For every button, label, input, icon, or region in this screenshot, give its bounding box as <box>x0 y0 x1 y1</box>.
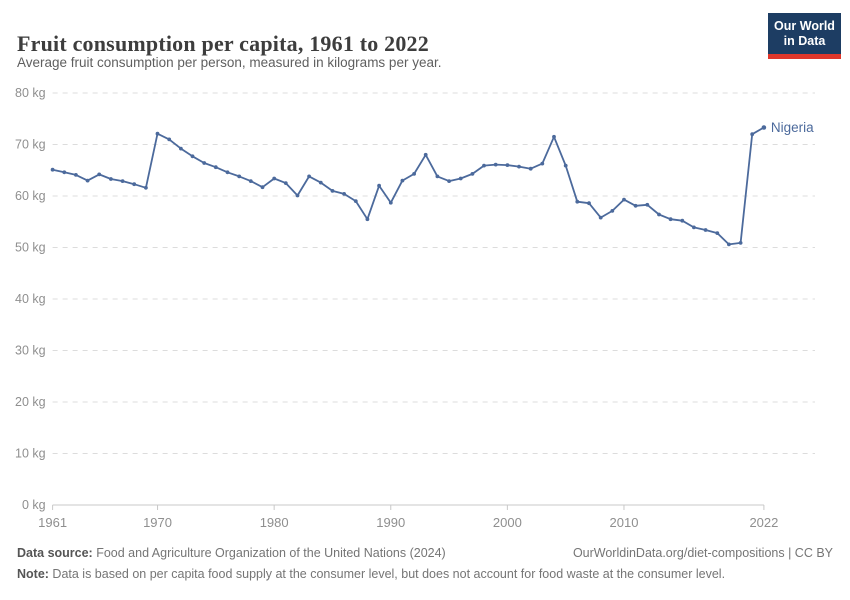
note-row: Note: Data is based on per capita food s… <box>17 567 833 581</box>
data-point[interactable] <box>703 228 708 232</box>
data-point[interactable] <box>237 174 242 179</box>
data-point[interactable] <box>109 177 113 181</box>
data-point[interactable] <box>552 134 556 139</box>
data-point[interactable] <box>365 217 370 222</box>
data-point[interactable] <box>563 163 568 168</box>
data-point[interactable] <box>213 165 218 170</box>
data-point[interactable] <box>598 215 603 220</box>
data-point[interactable] <box>505 163 510 168</box>
data-point[interactable] <box>248 179 253 184</box>
data-point[interactable] <box>190 154 195 159</box>
data-point[interactable] <box>738 241 743 245</box>
entity-label-nigeria[interactable]: Nigeria <box>771 120 814 135</box>
data-point[interactable] <box>74 173 78 177</box>
data-point[interactable] <box>645 202 650 207</box>
data-source-text: Food and Agriculture Organization of the… <box>92 546 446 560</box>
data-point[interactable] <box>179 146 183 151</box>
data-point[interactable] <box>62 170 67 175</box>
data-point[interactable] <box>202 161 207 165</box>
y-axis-tick-label: 40 kg <box>15 292 46 306</box>
data-point[interactable] <box>528 166 533 171</box>
data-point[interactable] <box>680 218 685 223</box>
data-point[interactable] <box>167 137 172 142</box>
data-point[interactable] <box>400 178 405 183</box>
data-point[interactable] <box>97 172 102 177</box>
owid-logo-line1: Our World <box>774 18 835 33</box>
x-axis-tick-label: 1990 <box>376 515 405 530</box>
x-axis-tick-label: 1961 <box>38 515 67 530</box>
y-axis-tick-label: 0 kg <box>22 498 46 512</box>
y-axis-tick-label: 20 kg <box>15 395 46 409</box>
data-point[interactable] <box>435 174 440 179</box>
note-text: Data is based on per capita food supply … <box>48 567 726 581</box>
data-point[interactable] <box>715 231 720 236</box>
y-axis-tick-label: 70 kg <box>15 138 46 152</box>
x-axis-tick-label: 1980 <box>260 515 289 530</box>
x-axis-tick-label: 2022 <box>749 515 778 530</box>
x-axis-tick-label: 2000 <box>493 515 522 530</box>
data-point[interactable] <box>692 225 696 230</box>
data-point[interactable] <box>388 200 393 205</box>
data-point[interactable] <box>668 217 673 222</box>
data-point[interactable] <box>85 178 90 183</box>
data-point[interactable] <box>517 164 521 169</box>
x-axis-tick-label: 1970 <box>143 515 172 530</box>
data-point[interactable] <box>412 172 416 176</box>
data-point[interactable] <box>633 203 638 208</box>
y-axis-tick-label: 30 kg <box>15 344 46 358</box>
data-point[interactable] <box>610 209 615 213</box>
y-axis-tick-label: 80 kg <box>15 86 46 100</box>
data-point[interactable] <box>353 199 358 204</box>
data-point[interactable] <box>727 242 731 247</box>
data-point[interactable] <box>283 181 288 186</box>
data-point[interactable] <box>540 161 545 166</box>
data-point[interactable] <box>750 132 755 137</box>
data-point[interactable] <box>377 183 381 188</box>
data-point[interactable] <box>587 201 591 206</box>
data-point[interactable] <box>458 176 463 181</box>
data-point[interactable] <box>470 172 475 176</box>
data-point[interactable] <box>307 174 311 179</box>
data-point[interactable] <box>144 185 148 190</box>
data-point[interactable] <box>272 176 277 181</box>
data-point[interactable] <box>120 179 125 184</box>
data-point[interactable] <box>493 162 498 167</box>
data-point[interactable] <box>575 199 580 204</box>
owid-link[interactable]: OurWorldinData.org/diet-compositions | C… <box>572 546 833 560</box>
data-point[interactable] <box>342 192 346 196</box>
data-point[interactable] <box>330 189 335 193</box>
owid-logo-line2: in Data <box>783 33 826 48</box>
y-axis-tick-label: 60 kg <box>15 189 46 203</box>
data-point[interactable] <box>657 212 661 217</box>
x-axis-tick-label: 2010 <box>610 515 639 530</box>
data-point[interactable] <box>482 163 486 168</box>
data-point[interactable] <box>155 131 160 136</box>
data-point[interactable] <box>132 182 137 187</box>
data-point[interactable] <box>447 179 451 184</box>
data-point[interactable] <box>295 193 300 198</box>
data-source-row: Data source: Food and Agriculture Organi… <box>17 546 833 560</box>
chart-title: Fruit consumption per capita, 1961 to 20… <box>17 30 429 56</box>
data-point[interactable] <box>50 167 55 172</box>
data-point-last[interactable] <box>761 125 767 130</box>
chart-subtitle: Average fruit consumption per person, me… <box>17 55 442 70</box>
data-source-label: Data source: <box>17 546 93 560</box>
data-point[interactable] <box>318 180 323 185</box>
y-axis-tick-label: 50 kg <box>15 241 46 255</box>
data-point[interactable] <box>225 170 230 175</box>
y-axis-tick-label: 10 kg <box>15 447 46 461</box>
data-point[interactable] <box>260 185 265 190</box>
owid-logo[interactable]: Our World in Data <box>768 13 841 59</box>
series-line-nigeria[interactable] <box>52 126 765 246</box>
data-point[interactable] <box>622 197 626 202</box>
note-label: Note: <box>17 567 49 581</box>
data-point[interactable] <box>423 152 428 157</box>
